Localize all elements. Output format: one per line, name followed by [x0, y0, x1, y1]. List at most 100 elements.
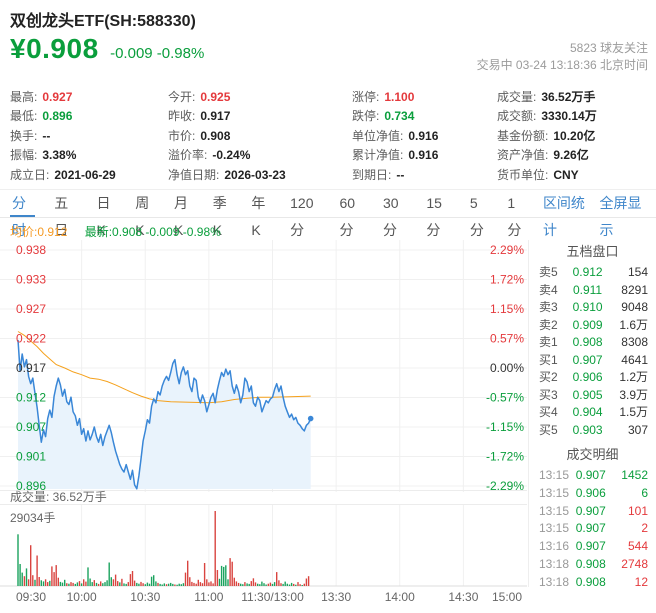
svg-text:0.927: 0.927: [16, 302, 46, 316]
stat-maturity-date: 到期日: --: [352, 167, 405, 182]
trade-log-row: 13:18 0.908 12: [539, 574, 648, 589]
time-axis-label: 14:00: [384, 590, 415, 604]
intraday-volume-chart[interactable]: [0, 505, 527, 587]
tab-30min[interactable]: 30分: [382, 195, 399, 238]
tab-15min[interactable]: 15分: [426, 195, 442, 238]
order-book-row-sell5[interactable]: 卖5 0.912 154: [539, 265, 648, 279]
svg-text:1.72%: 1.72%: [490, 273, 524, 287]
stat-nav-date: 净值日期: 2026-03-23: [168, 167, 286, 182]
trade-log-row: 13:16 0.907 544: [539, 539, 648, 554]
order-book-row-sell2[interactable]: 卖2 0.909 1.6万: [539, 317, 648, 332]
svg-text:0.933: 0.933: [16, 273, 46, 287]
order-book-row-buy1[interactable]: 买1 0.907 4641: [539, 352, 648, 367]
stat-limit-up: 涨停: 1.100: [352, 90, 415, 104]
chart-legend: 均价:0.912 最新:0.908 -0.009 -0.98%: [10, 223, 221, 240]
time-axis-label: 09:30: [16, 590, 47, 604]
svg-text:-2.29%: -2.29%: [486, 479, 524, 492]
stat-net-assets: 资产净值: 9.26亿: [497, 148, 589, 163]
tab-120min[interactable]: 120分: [290, 195, 314, 238]
svg-text:0.00%: 0.00%: [490, 361, 524, 375]
tab-timeline[interactable]: 分时: [10, 190, 36, 238]
order-book-row-sell3[interactable]: 卖3 0.910 9048: [539, 300, 648, 314]
stat-turnover-rate: 换手: --: [10, 128, 51, 143]
header-meta: 5823 球友关注 交易中 03-24 13:18:36 北京时间: [477, 40, 648, 74]
svg-text:0.907: 0.907: [16, 420, 46, 434]
time-axis-label: 10:30: [130, 590, 161, 604]
price-change: -0.009 -0.98%: [110, 45, 205, 62]
svg-text:0.917: 0.917: [16, 361, 46, 375]
order-book-row-buy4[interactable]: 买4 0.904 1.5万: [539, 405, 648, 419]
stats-grid: 最高: 0.927 今开: 0.925 涨停: 1.100 成交量: 36.52万手 最…: [10, 88, 648, 185]
stat-inception-date: 成立日: 2021-06-29: [10, 167, 116, 182]
tab-5day[interactable]: 五日: [54, 195, 69, 238]
legend-latest-price: 最新:0.908 -0.009 -0.98%: [84, 225, 221, 239]
tab-daily-k[interactable]: 日K: [96, 195, 111, 238]
svg-text:-1.15%: -1.15%: [486, 420, 524, 434]
svg-text:0.57%: 0.57%: [490, 332, 524, 346]
stat-unit-nav: 单位净值: 0.916: [352, 128, 439, 143]
volume-label-band: 成交量: 36.52万手: [0, 490, 527, 505]
order-book-row-buy2[interactable]: 买2 0.906 1.2万: [539, 370, 648, 384]
order-book-row-sell4[interactable]: 卖4 0.911 8291: [539, 282, 648, 297]
trade-log-row: 13:15 0.906 6: [539, 485, 648, 500]
time-axis-label: 15:00: [491, 590, 522, 604]
svg-text:-1.72%: -1.72%: [486, 450, 524, 464]
order-book-row-sell1[interactable]: 卖1 0.908 8308: [539, 335, 648, 349]
time-axis-label: 14:30: [448, 590, 479, 604]
stat-currency: 货币单位: CNY: [497, 167, 579, 182]
fullscreen-link[interactable]: 全屏显示: [599, 195, 642, 238]
range-stats-link[interactable]: 区间统计: [542, 195, 585, 238]
time-axis-label: 11:30/13:00: [241, 590, 304, 604]
svg-text:-0.57%: -0.57%: [486, 391, 524, 405]
order-book-row-buy3[interactable]: 买3 0.905 3.9万: [539, 387, 648, 402]
page-title: 双创龙头ETF(SH:588330): [10, 13, 196, 30]
tab-5min[interactable]: 5分: [469, 195, 484, 238]
stat-fund-shares: 基金份额: 10.20亿: [497, 128, 596, 143]
stat-market-price: 市价: 0.908: [168, 128, 231, 143]
current-price: ¥0.908: [10, 33, 99, 64]
volume-total-label: 成交量: 36.52万手: [10, 490, 107, 504]
stat-open: 今开: 0.925: [168, 90, 231, 104]
tab-quarterly-k[interactable]: 季K: [212, 195, 227, 238]
right-panel: 五档盘口 卖5 0.912 154 卖4 0.911 8291 卖3 0.910 9048 …: [528, 240, 656, 589]
svg-text:0.912: 0.912: [16, 391, 46, 405]
svg-text:0.922: 0.922: [16, 332, 46, 346]
trade-log-row: 13:18 0.908 2748: [539, 556, 648, 571]
stat-amplitude: 振幅: 3.38%: [10, 148, 77, 163]
stat-high: 最高: 0.927: [10, 90, 73, 104]
stat-limit-down: 跌停: 0.734: [352, 109, 415, 124]
tab-monthly-k[interactable]: 月K: [173, 195, 188, 238]
intraday-price-chart[interactable]: 0.938 0.933 0.927 0.922 0.917 0.912 0.907 0.901…: [0, 240, 527, 492]
order-book-row-buy5[interactable]: 买5 0.903 307: [539, 422, 648, 437]
trade-log-title: 成交明细: [566, 447, 619, 462]
svg-text:1.15%: 1.15%: [490, 302, 524, 316]
price-row: ¥0.908 -0.009 -0.98%: [10, 33, 204, 65]
stat-turnover-amount: 成交额: 3330.14万: [497, 109, 597, 124]
trade-log-row: 13:15 0.907 1452: [539, 468, 648, 482]
time-axis: 09:30 10:00 10:30 11:00 11:30/13:00 13:30 14:0…: [0, 590, 527, 604]
tab-weekly-k[interactable]: 周K: [135, 195, 150, 238]
time-axis-label: 10:00: [66, 590, 97, 604]
chart-period-tabs: 分时 五日 日K 周K 月K 季K 年K 120分 60分 30分 15分 5分…: [0, 189, 656, 238]
stat-acc-nav: 累计净值: 0.916: [352, 148, 439, 163]
svg-text:0.938: 0.938: [16, 243, 46, 257]
svg-text:0.896: 0.896: [16, 479, 46, 492]
trade-log-row: 13:15 0.907 101: [539, 503, 648, 518]
tab-1min[interactable]: 1分: [507, 195, 522, 238]
stat-premium-rate: 溢价率: -0.24%: [168, 148, 251, 163]
order-book-title: 五档盘口: [566, 244, 619, 259]
volume-max-label: 29034手: [10, 511, 56, 525]
svg-text:0.901: 0.901: [16, 450, 46, 464]
stat-prev-close: 昨收: 0.917: [168, 109, 231, 124]
stat-low: 最低: 0.896: [10, 109, 73, 124]
tab-60min[interactable]: 60分: [339, 195, 356, 238]
time-axis-label: 13:30: [321, 590, 352, 604]
tab-yearly-k[interactable]: 年K: [251, 195, 266, 238]
followers-count: 5823 球友关注: [569, 41, 648, 55]
trade-log-row: 13:15 0.907 2: [539, 521, 648, 536]
legend-avg-price: 均价:0.912: [10, 225, 68, 239]
time-axis-label: 11:00: [194, 590, 224, 604]
svg-text:2.29%: 2.29%: [490, 243, 524, 257]
session-status: 交易中 03-24 13:18:36 北京时间: [476, 58, 648, 72]
